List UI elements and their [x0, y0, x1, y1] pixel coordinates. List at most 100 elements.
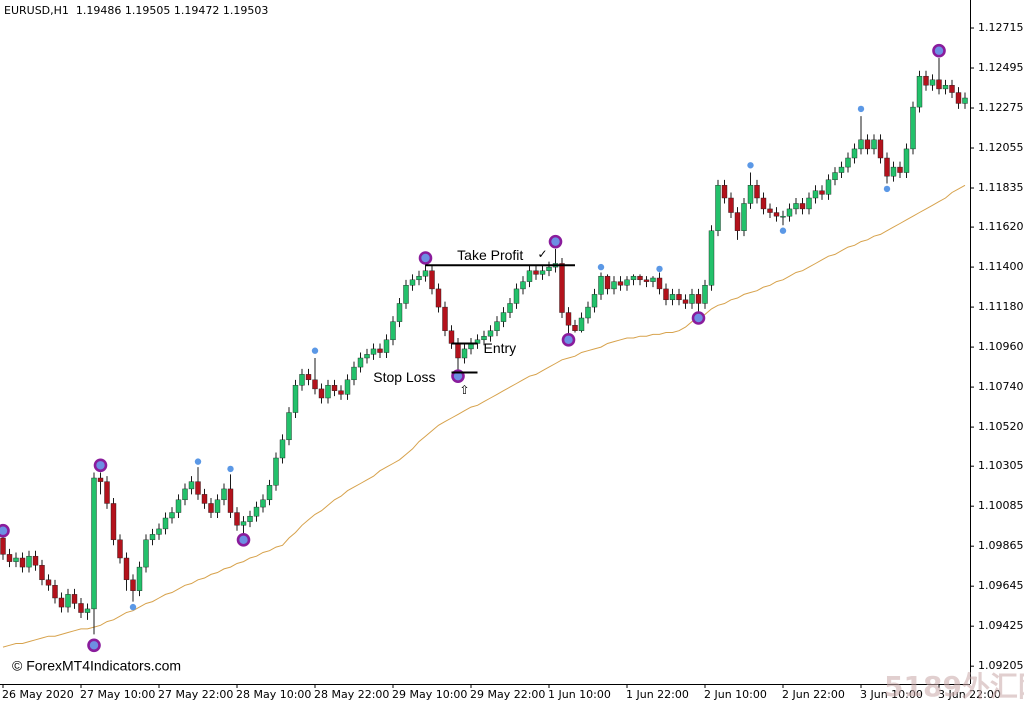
y-tick-label: 1.10740 [978, 380, 1024, 393]
candle-body [273, 457, 279, 486]
level-label: Entry [484, 340, 517, 356]
candle-body [247, 515, 253, 522]
candle-body [793, 203, 799, 210]
signal-major [87, 638, 101, 653]
signal-major [418, 251, 433, 265]
candle-body [780, 215, 786, 218]
annotation-symbol: ✓ [537, 247, 547, 261]
candle-body [825, 179, 832, 195]
candle-body [897, 166, 903, 173]
x-tick-label: 3 Jun 10:00 [860, 688, 923, 701]
candle-body [702, 285, 708, 304]
candle-body [884, 157, 890, 177]
candle-body [19, 557, 26, 568]
candle-body [182, 488, 188, 501]
candle-body [169, 512, 175, 519]
candle-body [286, 412, 292, 441]
candle-body [383, 339, 390, 353]
candle-body [890, 166, 897, 177]
y-tick-label: 1.12055 [978, 141, 1024, 154]
candle-body [728, 197, 734, 213]
candle-body [435, 288, 442, 308]
candle-body [754, 185, 760, 199]
candle-body [604, 275, 611, 290]
candle-body [52, 585, 58, 599]
candle-body [546, 266, 552, 271]
signal-minor [194, 458, 202, 465]
y-tick-label: 1.11180 [978, 300, 1024, 313]
candle-body [214, 499, 221, 513]
y-tick-label: 1.09205 [978, 659, 1024, 672]
x-tick-label: 26 May 2020 [2, 688, 74, 701]
y-tick-label: 1.09865 [978, 539, 1024, 552]
candle-body [370, 348, 377, 355]
candle-body [292, 385, 299, 413]
candle-body [955, 92, 962, 104]
candle-body [481, 335, 487, 341]
signal-minor [747, 162, 754, 169]
candle-body [409, 279, 416, 286]
signal-major [932, 43, 946, 58]
candle-body [942, 85, 949, 90]
candle-body [494, 321, 500, 331]
annotation-symbol: ⇧ [459, 383, 469, 397]
candle-body [669, 294, 676, 301]
candle-body [643, 279, 650, 282]
candle-body [929, 79, 936, 86]
candle-body [611, 281, 617, 290]
signal-minor [597, 263, 605, 271]
candle-body [162, 517, 169, 530]
candle-body [403, 285, 409, 304]
candle-body [760, 197, 767, 210]
x-tick-label: 29 May 10:00 [392, 688, 467, 701]
candle-body [949, 85, 955, 93]
candle-body [0, 537, 6, 555]
signal-major [93, 458, 108, 473]
watermark: © ForexMT4Indicators.com [12, 658, 181, 674]
candle-body [845, 157, 851, 168]
candle-body [234, 512, 240, 526]
candle-body [351, 366, 357, 381]
candle-body [559, 263, 565, 313]
candle-body [734, 212, 741, 231]
candle-body [39, 565, 45, 581]
candle-body [13, 557, 19, 562]
candle-body [533, 270, 539, 275]
candle-body [6, 554, 13, 562]
candle-body [500, 312, 507, 322]
candle-body [656, 277, 663, 290]
y-tick-label: 1.11620 [978, 220, 1024, 233]
signal-major [0, 523, 10, 538]
candle-body [871, 139, 877, 150]
candle-body [572, 325, 578, 331]
x-tick-label: 28 May 10:00 [236, 688, 311, 701]
candle-body [78, 603, 84, 613]
candle-body [377, 348, 383, 353]
candle-body [448, 330, 455, 344]
level-label: Take Profit [457, 247, 523, 263]
candle-body [305, 374, 312, 381]
candle-body [260, 499, 266, 508]
signal-minor [883, 185, 891, 193]
chart-title: EURUSD,H1 1.19486 1.19505 1.19472 1.1950… [4, 4, 268, 17]
candle-body [136, 566, 143, 591]
y-tick-label: 1.11400 [978, 260, 1024, 273]
x-tick-label: 2 Jun 10:00 [704, 688, 767, 701]
candle-body [188, 481, 195, 490]
y-tick-label: 1.10960 [978, 340, 1024, 353]
candle-body [45, 579, 52, 586]
candle-body [910, 106, 916, 150]
candle-body [520, 281, 526, 290]
signal-minor [311, 347, 319, 354]
candle-body [962, 97, 968, 104]
candle-body [786, 208, 793, 217]
candle-body [91, 477, 97, 610]
candle-body [578, 317, 585, 331]
candle-body [344, 379, 351, 395]
candle-body [858, 139, 864, 150]
candle-body [325, 385, 331, 399]
candle-body [429, 270, 435, 290]
candle-body [838, 166, 845, 173]
